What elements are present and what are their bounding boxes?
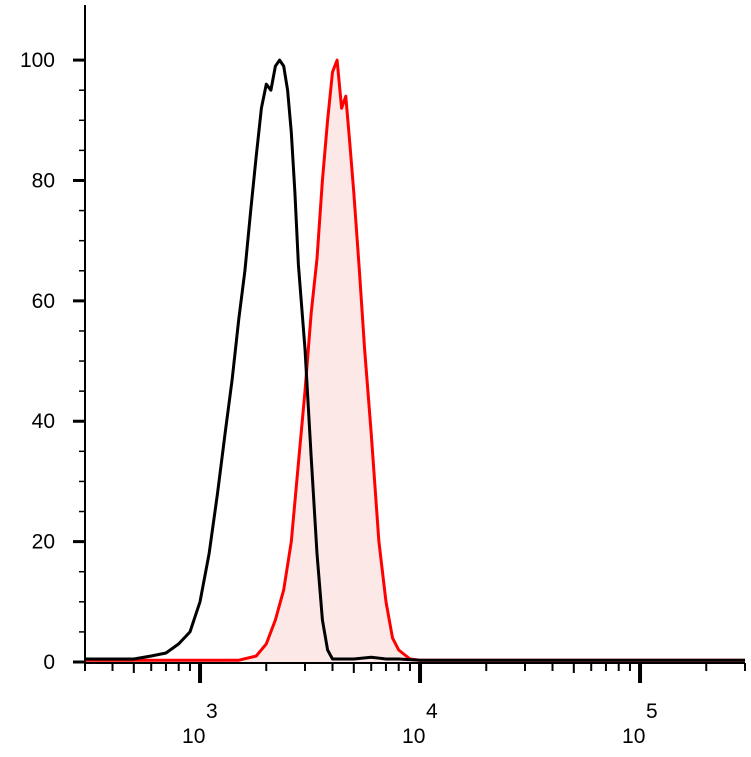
- series-line-0: [85, 58, 745, 662]
- plot-area: [85, 58, 745, 663]
- x-tick-label-exponent: 5: [646, 700, 658, 723]
- y-tick-label: 40: [32, 410, 55, 433]
- y-tick-label: 80: [32, 169, 55, 192]
- x-tick-label-base: 10: [402, 725, 425, 748]
- y-tick-label: 100: [20, 49, 55, 72]
- y-axis: 0 20 40 60 80 100: [20, 5, 86, 674]
- y-tick-label: 0: [43, 651, 55, 674]
- series-line-1: [85, 58, 745, 662]
- y-tick-label: 60: [32, 290, 55, 313]
- x-tick-label-base: 10: [622, 725, 645, 748]
- y-tick-label: 20: [32, 531, 55, 554]
- x-tick-label-exponent: 4: [426, 700, 438, 723]
- x-tick-label-exponent: 3: [206, 700, 218, 723]
- x-tick-label-base: 10: [182, 725, 205, 748]
- series-area-0: [85, 60, 745, 663]
